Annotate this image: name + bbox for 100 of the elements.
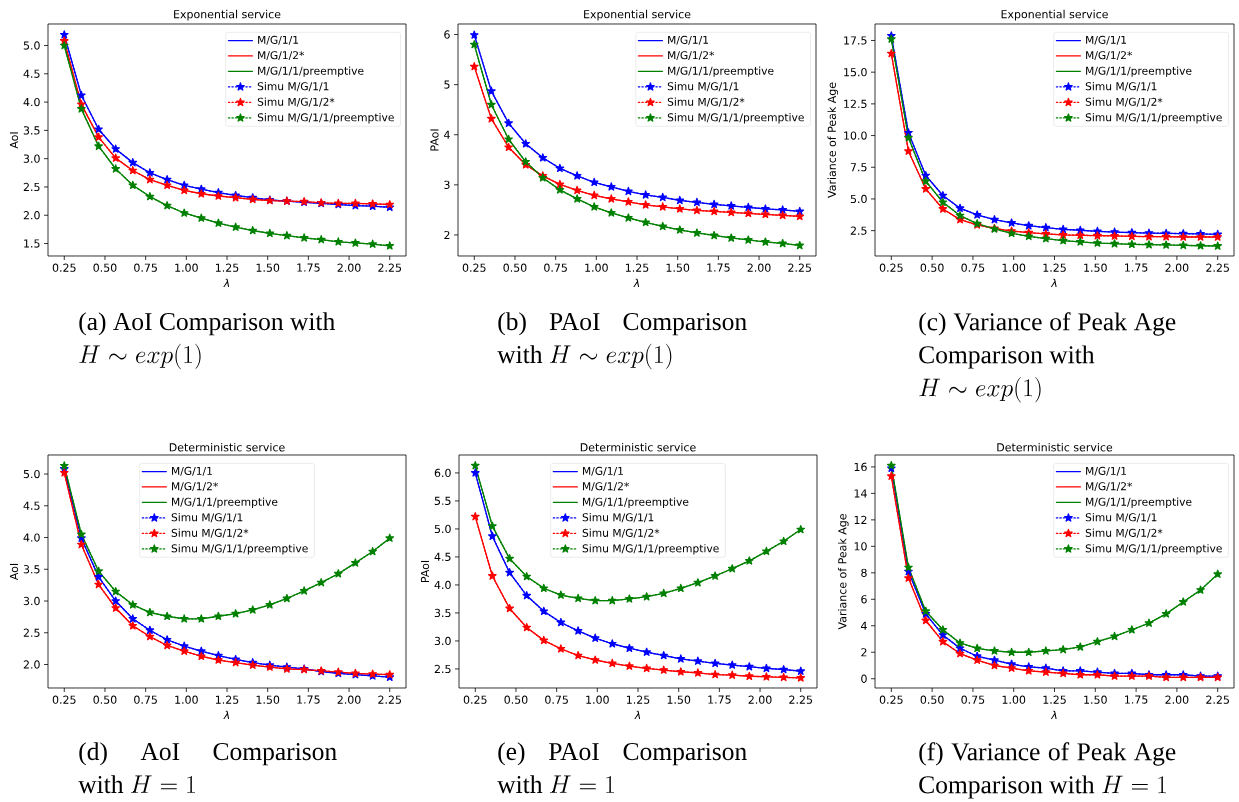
y-tick-label: 3 bbox=[444, 180, 450, 189]
x-tick-label: 0.75 bbox=[134, 695, 157, 704]
x-tick-label: 1.50 bbox=[666, 263, 690, 272]
x-axis-title: λ bbox=[1050, 710, 1057, 720]
chart-title: Deterministic service bbox=[580, 442, 696, 452]
legend-label: Simu M/G/1/1/preemptive bbox=[667, 113, 804, 124]
y-tick-label: 8 bbox=[861, 568, 867, 577]
y-axis-title: Variance of Peak Age bbox=[827, 82, 839, 198]
legend-label: M/G/1/1/preemptive bbox=[1086, 497, 1192, 508]
y-tick-label: 7.5 bbox=[850, 163, 867, 172]
legend-label: Simu M/G/1/1/preemptive bbox=[1085, 544, 1222, 555]
legend-label: Simu M/G/1/1 bbox=[257, 82, 329, 92]
x-axis-title: λ bbox=[1050, 278, 1057, 288]
legend-label: M/G/1/1/preemptive bbox=[583, 497, 689, 508]
x-tick-label: 1.25 bbox=[215, 263, 239, 272]
legend-label: Simu M/G/1/1 bbox=[1085, 513, 1157, 523]
legend-label: Simu M/G/1/1/preemptive bbox=[582, 544, 719, 555]
x-tick-label: 0.25 bbox=[52, 263, 76, 272]
y-tick-label: 5.0 bbox=[23, 469, 40, 479]
x-tick-label: 0.75 bbox=[134, 263, 157, 272]
x-tick-label: 1.75 bbox=[1125, 695, 1148, 704]
x-tick-label: 2.00 bbox=[748, 695, 772, 704]
legend-label: Simu M/G/1/2* bbox=[667, 97, 745, 107]
y-axis-title: AoI bbox=[9, 132, 19, 149]
legend-label: M/G/1/1 bbox=[668, 35, 709, 45]
y-tick-label: 2.0 bbox=[23, 211, 40, 220]
y-tick-label: 4.0 bbox=[434, 580, 451, 590]
x-tick-label: 1.75 bbox=[707, 263, 730, 272]
y-axis-title: Variance of Peak Age bbox=[837, 514, 849, 630]
x-axis-title: λ bbox=[223, 710, 230, 720]
x-tick-label: 0.75 bbox=[961, 263, 985, 272]
legend-label: Simu M/G/1/1 bbox=[171, 513, 243, 523]
x-tick-label: 2.25 bbox=[378, 695, 402, 704]
y-tick-label: 3.5 bbox=[23, 126, 40, 135]
text: (a) AoI Comparison with bbox=[79, 312, 335, 336]
x-tick-label: 1.00 bbox=[586, 695, 609, 704]
y-tick-label: 5.0 bbox=[850, 194, 867, 204]
legend-label: Simu M/G/1/1 bbox=[1085, 82, 1157, 92]
text: (f) Variance of Peak Age bbox=[919, 742, 1176, 766]
x-tick-label: 0.25 bbox=[462, 263, 486, 272]
y-tick-label: 14 bbox=[854, 489, 867, 498]
y-tick-label: 6 bbox=[861, 595, 867, 604]
x-tick-label: 2.00 bbox=[1165, 695, 1189, 704]
x-tick-label: 2.25 bbox=[1206, 695, 1229, 704]
text: Comparison with bbox=[919, 345, 1095, 369]
legend-label: Simu M/G/1/2* bbox=[582, 528, 660, 538]
y-tick-label: 15.0 bbox=[844, 68, 867, 77]
x-tick-label: 2.00 bbox=[1165, 263, 1189, 272]
text: (c) Variance of Peak Age bbox=[919, 312, 1176, 336]
y-tick-label: 4 bbox=[861, 621, 867, 630]
text: $H = 1$ bbox=[550, 775, 614, 793]
text: with bbox=[78, 775, 124, 794]
x-tick-label: 1.75 bbox=[297, 695, 320, 704]
text: $H \sim exp(1)$ bbox=[919, 377, 1041, 403]
x-tick-label: 0.50 bbox=[93, 263, 117, 272]
y-axis-title: PAoI bbox=[420, 560, 430, 583]
y-tick-label: 2.5 bbox=[434, 664, 451, 674]
text: (b) PAoI Comparison bbox=[498, 312, 747, 336]
x-tick-label: 1.00 bbox=[1002, 695, 1026, 704]
x-tick-label: 0.25 bbox=[879, 263, 903, 272]
legend-label: Simu M/G/1/1/preemptive bbox=[257, 113, 394, 124]
legend-label: M/G/1/1/preemptive bbox=[668, 66, 774, 77]
y-tick-label: 4.5 bbox=[434, 552, 451, 562]
y-axis-title: AoI bbox=[9, 563, 19, 581]
y-tick-label: 4 bbox=[444, 130, 450, 139]
y-tick-label: 12.5 bbox=[844, 99, 867, 109]
legend-label: Simu M/G/1/2* bbox=[257, 97, 335, 107]
x-tick-label: 1.50 bbox=[256, 263, 280, 272]
text: (e) PAoI Comparison bbox=[498, 742, 747, 766]
y-tick-label: 3.0 bbox=[23, 596, 40, 606]
y-tick-label: 1.5 bbox=[24, 239, 40, 248]
x-tick-label: 2.25 bbox=[789, 695, 813, 704]
y-tick-label: 0 bbox=[861, 674, 867, 683]
x-tick-label: 2.25 bbox=[788, 263, 812, 272]
x-tick-label: 0.50 bbox=[504, 695, 528, 704]
x-tick-label: 1.25 bbox=[215, 695, 239, 704]
legend-label: M/G/1/1 bbox=[583, 466, 623, 476]
y-tick-label: 2 bbox=[861, 648, 867, 657]
x-tick-label: 1.75 bbox=[708, 695, 731, 704]
x-tick-label: 1.25 bbox=[1043, 263, 1066, 272]
legend-label: M/G/1/1/preemptive bbox=[1086, 66, 1192, 77]
text: $H = 1$ bbox=[1102, 775, 1166, 794]
legend-label: M/G/1/2* bbox=[258, 51, 305, 61]
y-tick-label: 3.5 bbox=[434, 608, 451, 618]
x-tick-label: 0.75 bbox=[544, 263, 567, 272]
y-tick-label: 3.0 bbox=[23, 154, 40, 163]
legend-label: Simu M/G/1/1/preemptive bbox=[171, 544, 308, 555]
legend-label: M/G/1/1 bbox=[1086, 466, 1127, 476]
y-tick-label: 2.5 bbox=[23, 628, 40, 637]
text: Comparison with bbox=[919, 775, 1095, 799]
chart-title: Exponential service bbox=[1001, 9, 1108, 21]
x-tick-label: 0.50 bbox=[920, 263, 944, 272]
text: with bbox=[497, 345, 543, 364]
y-tick-label: 10.0 bbox=[844, 131, 867, 140]
x-axis-title: λ bbox=[223, 278, 230, 288]
chart-title: Deterministic service bbox=[169, 442, 285, 452]
x-tick-label: 1.25 bbox=[626, 695, 650, 704]
y-tick-label: 10 bbox=[854, 542, 867, 551]
y-tick-label: 3.0 bbox=[434, 636, 451, 646]
legend-label: Simu M/G/1/2* bbox=[1085, 97, 1163, 107]
